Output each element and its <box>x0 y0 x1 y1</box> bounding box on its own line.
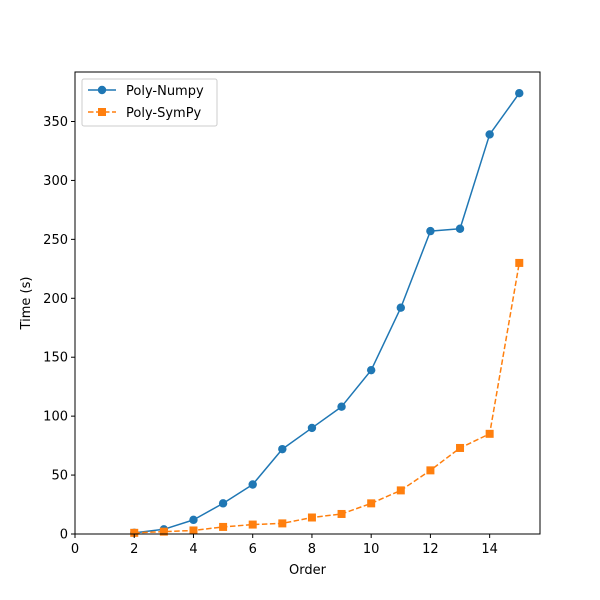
y-tick-label: 200 <box>43 292 68 307</box>
data-point-poly-sympy <box>456 443 465 452</box>
data-point-poly-numpy <box>485 130 494 139</box>
data-point-poly-sympy <box>130 528 139 537</box>
y-tick-label: 100 <box>43 410 68 425</box>
data-point-poly-sympy <box>515 258 524 267</box>
data-point-poly-numpy <box>515 89 524 98</box>
x-tick-label: 10 <box>363 542 380 557</box>
x-tick-label: 8 <box>308 542 316 557</box>
data-point-poly-numpy <box>426 226 435 236</box>
x-axis: 0 2 4 6 8 10 12 14 <box>71 534 498 557</box>
legend-marker-poly-sympy <box>98 108 106 116</box>
data-point-poly-sympy <box>219 522 228 531</box>
data-point-poly-sympy <box>485 429 494 438</box>
x-tick-label: 2 <box>130 542 138 557</box>
y-tick-label: 0 <box>60 528 68 543</box>
legend-label-poly-sympy: Poly-SymPy <box>126 106 202 121</box>
data-point-poly-numpy <box>248 480 257 489</box>
y-tick-label: 250 <box>43 233 68 248</box>
y-tick-label: 150 <box>43 351 68 366</box>
x-tick-label: 4 <box>189 542 197 557</box>
data-point-poly-numpy <box>396 303 405 312</box>
data-point-poly-sympy <box>248 520 257 529</box>
x-tick-label: 0 <box>71 542 79 557</box>
data-point-poly-sympy <box>159 527 168 536</box>
y-axis: 0 50 100 150 200 250 300 350 <box>43 115 75 543</box>
y-tick-label: 50 <box>51 469 68 484</box>
data-point-poly-sympy <box>367 499 376 508</box>
series-poly-numpy <box>130 89 524 538</box>
series-poly-sympy <box>130 258 524 537</box>
data-point-poly-numpy <box>278 444 287 454</box>
data-point-poly-sympy <box>278 519 287 528</box>
series-line-poly-numpy <box>134 92 520 534</box>
data-point-poly-numpy <box>189 515 198 525</box>
data-point-poly-numpy <box>337 402 346 411</box>
legend: Poly-Numpy Poly-SymPy <box>81 78 218 127</box>
data-point-poly-numpy <box>307 423 317 433</box>
y-axis-label: Time (s) <box>19 277 34 331</box>
plot-frame <box>74 71 541 535</box>
data-point-poly-sympy <box>426 466 435 475</box>
x-tick-label: 12 <box>422 542 439 557</box>
x-axis-label: Order <box>289 563 327 578</box>
x-tick-label: 14 <box>481 542 498 557</box>
data-point-poly-numpy <box>218 499 228 508</box>
legend-label-poly-numpy: Poly-Numpy <box>126 84 204 99</box>
series-line-poly-sympy <box>134 262 521 534</box>
data-point-poly-numpy <box>455 224 465 233</box>
data-point-poly-sympy <box>189 526 198 535</box>
data-point-poly-sympy <box>396 486 405 495</box>
data-point-poly-sympy <box>337 509 346 518</box>
legend-marker-poly-numpy <box>97 85 107 95</box>
data-point-poly-sympy <box>307 513 316 522</box>
series-layer <box>130 89 524 538</box>
data-point-poly-numpy <box>366 365 376 375</box>
y-tick-label: 300 <box>43 174 68 189</box>
y-tick-label: 350 <box>43 115 68 130</box>
x-tick-label: 6 <box>249 542 257 557</box>
